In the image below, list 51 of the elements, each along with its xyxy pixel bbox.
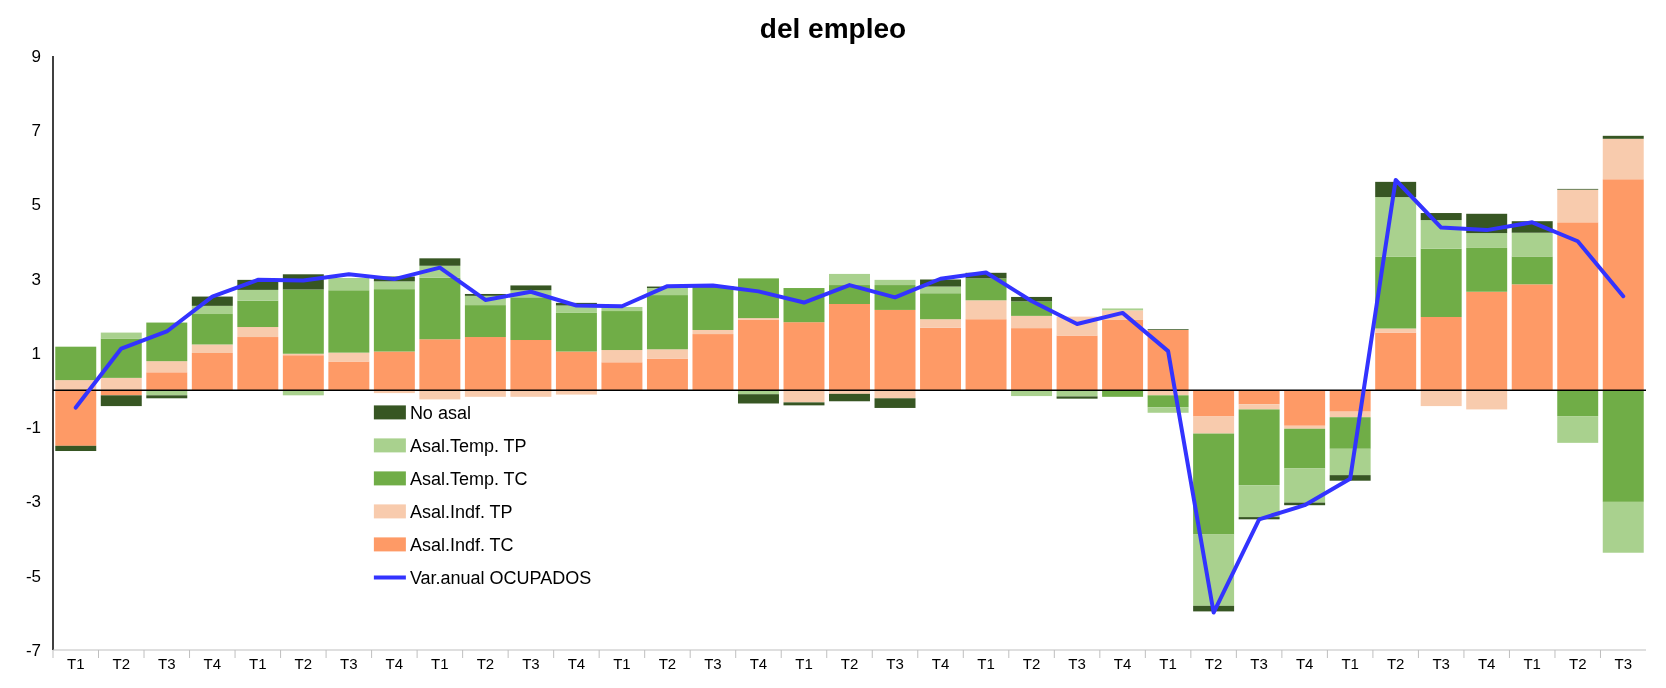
legend-label: Asal.Indf. TP	[409, 501, 513, 522]
x-tick-label: T3	[1432, 655, 1450, 672]
x-tick-label: T1	[1341, 655, 1359, 672]
x-tick-label: T4	[1295, 655, 1314, 672]
x-tick-label: T1	[977, 655, 995, 672]
x-tick-label: T2	[294, 655, 313, 672]
x-tick-label: T1	[431, 655, 449, 672]
x-tick-label: T3	[1068, 655, 1086, 672]
x-tick-label: T1	[795, 655, 813, 672]
x-tick-label: T1	[67, 655, 85, 672]
y-tick-label: -7	[25, 640, 41, 660]
legend-label: Asal.Temp. TP	[409, 435, 527, 456]
y-tick-label: 3	[31, 269, 41, 289]
x-tick-label: T4	[567, 655, 586, 672]
x-tick-label: T3	[522, 655, 540, 672]
x-tick-label: T3	[158, 655, 176, 672]
x-tick-label: T4	[1113, 655, 1132, 672]
x-tick-label: T3	[340, 655, 358, 672]
x-tick-label: T4	[1477, 655, 1496, 672]
x-tick-label: T3	[1614, 655, 1632, 672]
x-tick-label: T1	[613, 655, 631, 672]
legend-label: Asal.Temp. TC	[409, 468, 528, 489]
y-tick-label: 9	[31, 46, 41, 66]
x-tick-label: T2	[476, 655, 495, 672]
legend-label: Var.anual OCUPADOS	[409, 567, 592, 588]
y-tick-label: -1	[25, 418, 41, 438]
y-tick-label: 5	[31, 195, 41, 215]
chart-title: del empleo	[759, 13, 907, 44]
x-tick-label: T3	[886, 655, 904, 672]
x-tick-label: T4	[931, 655, 950, 672]
x-tick-label: T4	[203, 655, 222, 672]
x-tick-label: T2	[1204, 655, 1223, 672]
x-tick-label: T3	[1250, 655, 1268, 672]
x-tick-label: T2	[112, 655, 131, 672]
legend-label: No asal	[409, 402, 471, 423]
x-tick-label: T2	[1022, 655, 1041, 672]
legend-label: Asal.Indf. TC	[409, 534, 514, 555]
x-tick-label: T2	[840, 655, 859, 672]
y-tick-label: -3	[25, 492, 41, 512]
y-tick-label: 1	[31, 343, 41, 363]
x-tick-label: T1	[249, 655, 267, 672]
y-tick-label: 7	[31, 121, 41, 141]
x-tick-label: T3	[704, 655, 722, 672]
x-tick-label: T2	[1568, 655, 1587, 672]
x-tick-label: T4	[385, 655, 404, 672]
x-tick-label: T1	[1159, 655, 1177, 672]
x-tick-label: T2	[1386, 655, 1405, 672]
x-tick-label: T2	[658, 655, 677, 672]
x-tick-label: T1	[1523, 655, 1541, 672]
y-tick-label: -5	[25, 566, 41, 586]
x-tick-label: T4	[749, 655, 768, 672]
